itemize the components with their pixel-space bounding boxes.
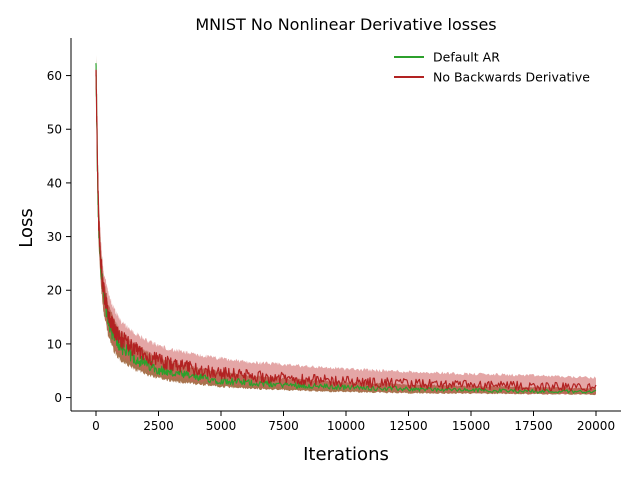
y-axis-label: Loss	[16, 208, 37, 247]
x-axis-ticks: 0 2500 5000 7500 10000 12500 15000 17500 20000	[92, 411, 615, 433]
x-tick-label: 7500	[268, 419, 299, 433]
legend-label-default-ar: Default AR	[433, 50, 500, 65]
chart-title: MNIST No Nonlinear Derivative losses	[195, 15, 496, 34]
y-tick-label: 40	[47, 176, 62, 190]
y-tick-label: 60	[47, 69, 62, 83]
line-no-backwards-derivative	[95, 69, 597, 392]
legend-label-no-backwards-derivative: No Backwards Derivative	[433, 70, 590, 85]
x-tick-label: 0	[92, 419, 100, 433]
x-tick-label: 2500	[143, 419, 174, 433]
legend-item-default-ar: Default AR	[394, 50, 500, 65]
x-tick-label: 12500	[389, 419, 427, 433]
y-tick-label: 50	[47, 123, 62, 137]
x-axis-label: Iterations	[303, 444, 389, 465]
x-tick-label: 20000	[577, 419, 615, 433]
y-tick-label: 10	[47, 337, 62, 351]
plot-area	[95, 54, 597, 396]
x-tick-label: 17500	[514, 419, 552, 433]
band-no-backwards-derivative	[96, 56, 596, 396]
y-tick-label: 30	[47, 230, 62, 244]
legend: Default AR No Backwards Derivative	[394, 50, 590, 85]
y-tick-label: 20	[47, 284, 62, 298]
x-tick-label: 15000	[452, 419, 490, 433]
y-axis-ticks: 0 10 20 30 40 50 60	[47, 69, 71, 405]
series-bands	[96, 54, 596, 396]
y-tick-label: 0	[54, 391, 62, 405]
line-default-ar	[95, 63, 597, 394]
legend-item-no-backwards-derivative: No Backwards Derivative	[394, 70, 590, 85]
x-tick-label: 10000	[327, 419, 365, 433]
series-lines	[95, 63, 597, 394]
band-default-ar	[96, 54, 596, 396]
x-tick-label: 5000	[206, 419, 237, 433]
